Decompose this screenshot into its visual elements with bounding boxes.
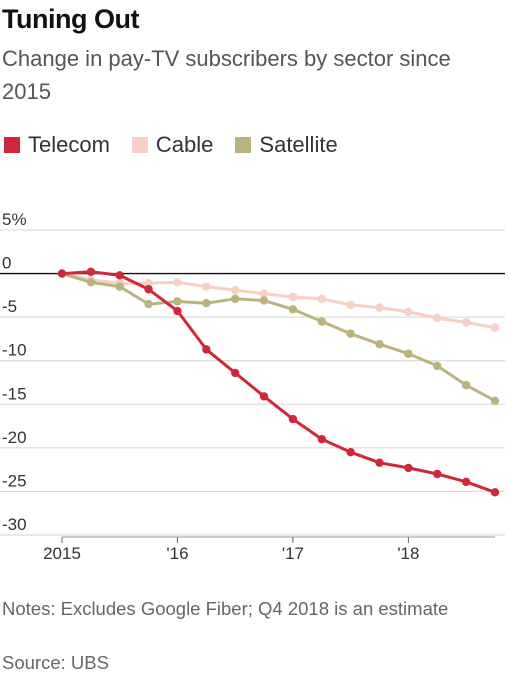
legend: Telecom Cable Satellite — [4, 132, 360, 158]
data-point-telecom — [115, 271, 124, 280]
data-point-telecom — [86, 267, 96, 277]
data-point-telecom — [57, 269, 67, 278]
data-point-satellite — [346, 329, 355, 338]
data-point-cable — [433, 313, 442, 323]
legend-item-telecom: Telecom — [4, 132, 110, 158]
data-point-satellite — [231, 294, 240, 304]
data-point-cable — [461, 318, 471, 327]
data-point-telecom — [461, 477, 471, 487]
data-point-telecom — [202, 345, 211, 354]
data-point-cable — [375, 303, 384, 312]
y-tick-label: 5% — [2, 210, 27, 229]
data-point-cable — [317, 294, 326, 304]
series-line-telecom — [60, 270, 497, 494]
data-point-telecom — [173, 306, 182, 316]
legend-swatch-telecom — [4, 137, 20, 153]
data-point-cable — [288, 292, 298, 302]
data-point-satellite — [115, 282, 124, 291]
series-line-satellite — [60, 272, 497, 403]
legend-swatch-satellite — [235, 137, 252, 153]
line-chart: 5% 0 -5 -10 -15 -20 -25 -30 2015 '16 '17 '18 — [0, 210, 505, 563]
data-point-satellite — [490, 396, 500, 405]
series-line-cable — [60, 272, 497, 330]
y-tick-label: -15 — [2, 384, 27, 403]
legend-label-telecom: Telecom — [28, 132, 110, 157]
data-point-cable — [231, 285, 240, 295]
data-point-telecom — [433, 469, 442, 479]
data-point-satellite — [317, 317, 326, 326]
data-point-telecom — [288, 414, 298, 424]
data-point-satellite — [202, 299, 211, 308]
data-point-satellite — [86, 278, 96, 287]
legend-item-cable: Cable — [131, 132, 214, 158]
data-point-satellite — [288, 305, 298, 314]
data-point-satellite — [259, 296, 269, 305]
chart-title: Tuning Out — [2, 4, 139, 34]
chart-subtitle: Change in pay-TV subscribers by sector s… — [2, 46, 451, 104]
data-point-cable — [173, 278, 182, 287]
y-tick-label: 0 — [2, 254, 11, 273]
chart-source: Source: UBS — [2, 652, 109, 673]
y-tick-label: -30 — [2, 515, 27, 534]
data-point-telecom — [144, 285, 153, 294]
y-tick-label: -25 — [2, 471, 27, 490]
data-point-telecom — [231, 368, 240, 378]
data-point-satellite — [173, 297, 182, 306]
data-point-cable — [346, 300, 355, 310]
data-point-cable — [144, 278, 153, 288]
data-point-cable — [404, 307, 413, 317]
data-point-telecom — [259, 392, 269, 401]
x-tick-label: '17 — [282, 544, 304, 563]
y-tick-label: -5 — [2, 297, 17, 316]
x-tick-label: 2015 — [43, 544, 81, 563]
data-point-telecom — [317, 434, 326, 444]
legend-label-satellite: Satellite — [259, 132, 338, 157]
data-point-satellite — [433, 361, 442, 371]
data-point-satellite — [144, 299, 153, 309]
legend-label-cable: Cable — [155, 132, 214, 157]
data-point-telecom — [375, 458, 384, 467]
x-tick-label: '16 — [166, 544, 188, 563]
data-point-telecom — [404, 463, 413, 473]
data-point-cable — [259, 289, 269, 298]
data-point-satellite — [461, 380, 471, 390]
data-point-cable — [490, 323, 500, 332]
y-tick-label: -20 — [2, 428, 27, 447]
x-tick-label: '18 — [397, 544, 419, 563]
data-point-telecom — [490, 488, 500, 497]
data-point-telecom — [346, 448, 355, 457]
chart-notes: Notes: Excludes Google Fiber; Q4 2018 is… — [2, 598, 449, 619]
data-point-satellite — [404, 349, 413, 358]
y-tick-label: -10 — [2, 341, 27, 360]
data-point-cable — [202, 282, 211, 291]
legend-item-satellite: Satellite — [235, 132, 338, 158]
legend-swatch-cable — [131, 137, 148, 153]
data-point-satellite — [375, 339, 384, 349]
